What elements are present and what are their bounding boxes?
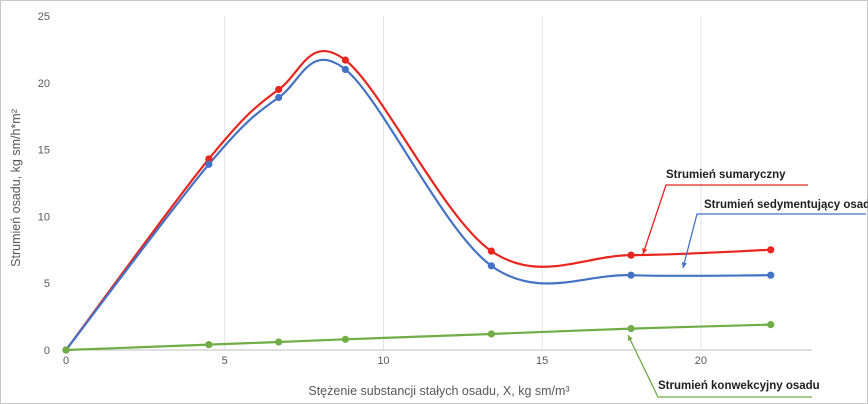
annotation-konwekcyjny: Strumień konwekcyjny osadu xyxy=(658,380,820,392)
callout-arrow-sedymentujacy xyxy=(681,262,687,268)
point-sumaryczny-5 xyxy=(627,251,635,259)
point-konwekcyjny-5 xyxy=(627,325,635,333)
x-tick-15: 15 xyxy=(536,355,548,367)
y-tick-5: 5 xyxy=(44,278,50,290)
annotation-sumaryczny: Strumień sumaryczny xyxy=(666,169,786,181)
point-sedymentujacy-2 xyxy=(275,93,283,102)
point-sumaryczny-4 xyxy=(487,247,495,255)
point-konwekcyjny-1 xyxy=(205,341,213,349)
grid xyxy=(224,16,702,350)
points-group xyxy=(62,56,775,354)
x-tick-5: 5 xyxy=(222,355,228,367)
y-tick-labels: 0 5 10 15 20 25 xyxy=(38,11,50,357)
annotations-group: Strumień sumaryczny Strumień sedymentując… xyxy=(627,169,868,398)
callout-arrow-sumaryczny xyxy=(642,248,648,254)
y-tick-0: 0 xyxy=(44,345,50,357)
y-axis-label: Strumień osadu, kg sm/h*m² xyxy=(9,109,23,267)
point-konwekcyjny-0 xyxy=(62,346,70,354)
point-sedymentujacy-4 xyxy=(487,262,495,270)
point-sedymentujacy-1 xyxy=(205,160,213,168)
callout-arrow-konwekcyjny xyxy=(628,335,633,341)
x-tick-0: 0 xyxy=(63,355,69,367)
callout-line-sedymentujacy xyxy=(682,213,866,269)
x-tick-labels: 0 5 10 15 20 xyxy=(63,355,707,367)
point-sedymentujacy-3 xyxy=(341,65,349,74)
x-tick-20: 20 xyxy=(695,355,707,367)
point-sedymentujacy-5 xyxy=(627,271,635,279)
callout-line-sumaryczny xyxy=(642,184,808,255)
y-tick-10: 10 xyxy=(38,211,50,223)
annotation-sedymentujacy: Strumień sedymentujący osadu xyxy=(704,199,868,211)
point-sedymentujacy-6 xyxy=(767,271,775,279)
point-sumaryczny-1 xyxy=(205,155,213,163)
y-tick-20: 20 xyxy=(38,78,50,90)
point-sumaryczny-6 xyxy=(767,246,775,254)
point-konwekcyjny-4 xyxy=(487,330,495,338)
point-konwekcyjny-6 xyxy=(767,321,775,329)
x-tick-10: 10 xyxy=(377,355,389,367)
callout-line-konwekcyjny xyxy=(627,334,812,398)
point-konwekcyjny-2 xyxy=(275,338,283,346)
x-axis-label: Stężenie substancji stałych osadu, X, kg… xyxy=(308,384,569,398)
point-sumaryczny-2 xyxy=(275,85,283,94)
point-sumaryczny-3 xyxy=(341,56,349,64)
point-konwekcyjny-3 xyxy=(341,335,349,343)
y-tick-15: 15 xyxy=(38,145,50,157)
y-tick-25: 25 xyxy=(38,11,50,23)
